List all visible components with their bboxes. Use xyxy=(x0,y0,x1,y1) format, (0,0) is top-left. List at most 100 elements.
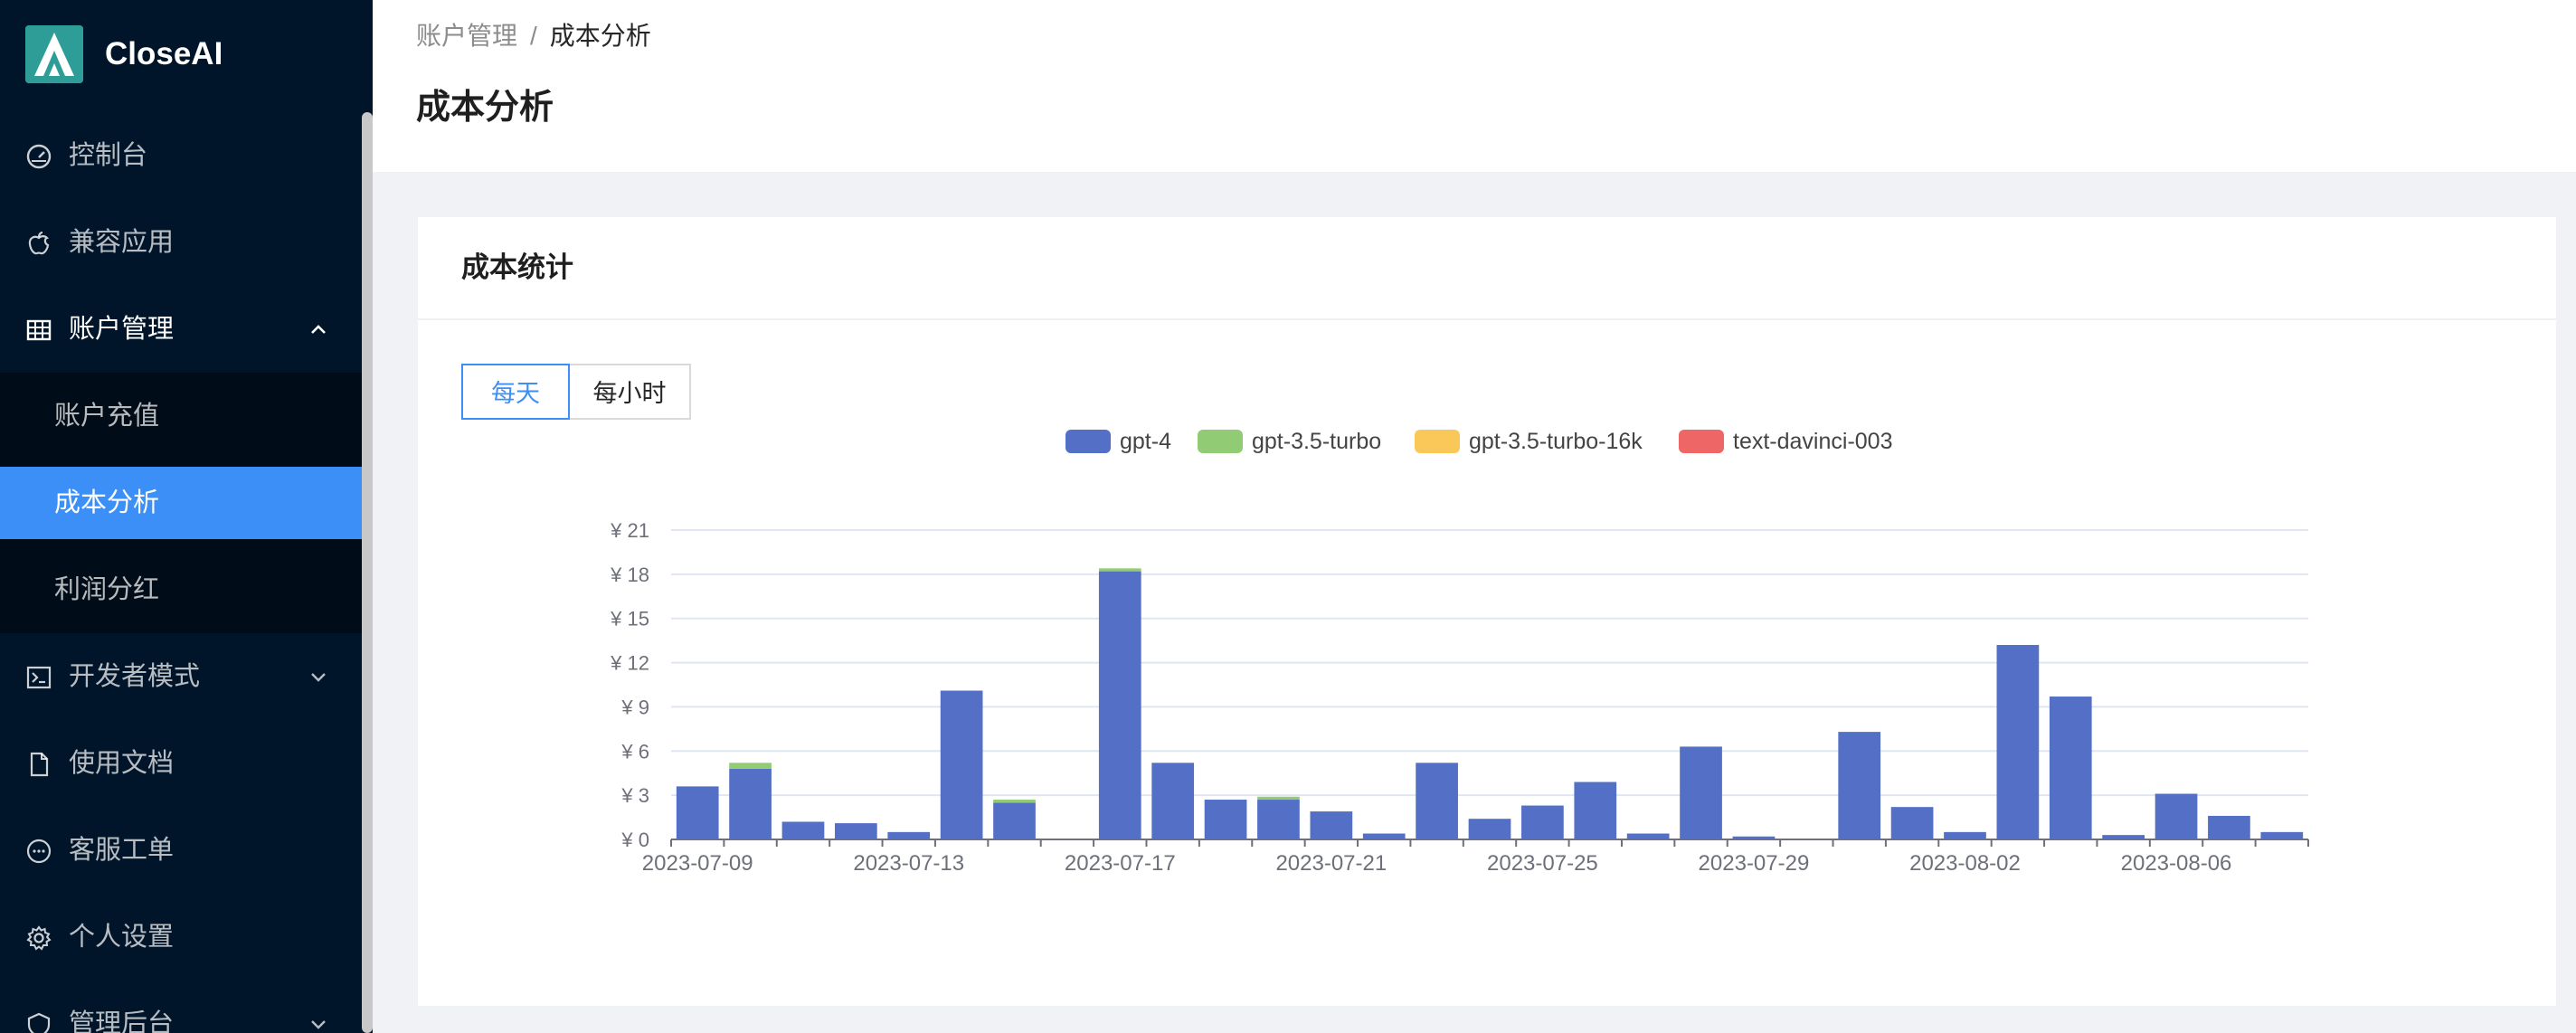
bar-gpt-4 xyxy=(1204,800,1247,839)
sidebar-item-label: 客服工单 xyxy=(69,836,175,865)
sidebar-item-compatible-apps[interactable]: 兼容应用 xyxy=(0,199,362,286)
breadcrumb-separator: / xyxy=(530,22,537,50)
sidebar-subitem-profit-sharing[interactable]: 利润分红 xyxy=(0,554,362,626)
x-tick-label: 2023-07-29 xyxy=(1699,851,1810,876)
gear-icon xyxy=(26,925,52,951)
bar-gpt-4 xyxy=(2260,831,2304,839)
sidebar-item-label: 控制台 xyxy=(69,141,148,170)
y-tick-label: ¥ 15 xyxy=(610,608,649,630)
legend-swatch xyxy=(1198,430,1243,453)
cost-stats-card: 成本统计 每天 每小时 gpt-4 gpt-3.5-turbo gpt-3.5-… xyxy=(418,217,2556,1006)
bar-gpt-4 xyxy=(729,768,772,839)
bar-gpt-4 xyxy=(676,786,719,839)
bar-gpt-4 xyxy=(835,823,877,839)
breadcrumb-item[interactable]: 账户管理 xyxy=(416,22,518,50)
sidebar-subitem-cost-analysis[interactable]: 成本分析 xyxy=(0,467,362,539)
legend-swatch xyxy=(1415,430,1460,453)
sidebar: CloseAI 控制台 兼容应用 账户管理 账户充值 xyxy=(0,0,373,1033)
sidebar-item-label: 个人设置 xyxy=(69,923,175,952)
x-tick-label: 2023-07-25 xyxy=(1487,851,1598,876)
terminal-icon xyxy=(26,666,52,689)
x-tick-label: 2023-08-06 xyxy=(2121,851,2232,876)
bar-gpt-4 xyxy=(1257,800,1300,839)
card-header: 成本统计 xyxy=(418,217,2556,320)
y-tick-label: ¥ 12 xyxy=(610,652,649,675)
segment-daily[interactable]: 每天 xyxy=(461,364,570,420)
admin-icon xyxy=(27,1012,51,1033)
sidebar-item-support-tickets[interactable]: 客服工单 xyxy=(0,807,362,894)
sidebar-subitem-recharge[interactable]: 账户充值 xyxy=(0,380,362,452)
apple-icon xyxy=(28,231,50,255)
bar-gpt-4 xyxy=(1626,833,1670,839)
sidebar-item-label: 成本分析 xyxy=(54,488,160,517)
sidebar-item-developer-mode[interactable]: 开发者模式 xyxy=(0,633,362,720)
bar-gpt-4 xyxy=(1521,805,1564,839)
x-tick-label: 2023-08-02 xyxy=(1909,851,2021,876)
x-tick-label: 2023-07-21 xyxy=(1275,851,1387,876)
x-tick-label: 2023-07-17 xyxy=(1065,851,1176,876)
sidebar-item-label: 管理后台 xyxy=(69,1009,175,1033)
breadcrumb-current: 成本分析 xyxy=(549,22,651,50)
sidebar-item-label: 兼容应用 xyxy=(69,228,175,257)
sidebar-scrollbar[interactable] xyxy=(362,112,373,1033)
bar-gpt-4 xyxy=(940,690,983,839)
sidebar-item-docs[interactable]: 使用文档 xyxy=(0,720,362,807)
app-name: CloseAI xyxy=(105,36,223,71)
y-tick-label: ¥ 0 xyxy=(620,829,649,851)
card-title: 成本统计 xyxy=(461,251,573,283)
dashboard-icon xyxy=(26,144,52,169)
bar-gpt-4 xyxy=(1416,763,1458,839)
bar-gpt-4 xyxy=(1838,732,1881,839)
y-tick-label: ¥ 3 xyxy=(620,784,649,807)
bar-gpt-4 xyxy=(993,802,1036,839)
bar-gpt-4 xyxy=(1468,819,1511,839)
x-tick-label: 2023-07-09 xyxy=(642,851,753,876)
legend-label: gpt-3.5-turbo xyxy=(1252,429,1382,454)
bar-gpt-3.5-turbo xyxy=(993,800,1036,803)
legend-label: gpt-3.5-turbo-16k xyxy=(1469,429,1643,454)
sidebar-item-label: 利润分红 xyxy=(54,575,160,604)
bar-gpt-4 xyxy=(1098,571,1141,839)
bar-gpt-3.5-turbo xyxy=(1098,568,1141,572)
chevron-down-icon xyxy=(311,673,326,682)
logo-icon xyxy=(25,25,83,83)
bar-gpt-4 xyxy=(2049,697,2092,839)
chart-legend: gpt-4 gpt-3.5-turbo gpt-3.5-turbo-16k te… xyxy=(418,422,2556,458)
x-tick-label: 2023-07-13 xyxy=(853,851,964,876)
chevron-down-icon xyxy=(311,1020,326,1029)
bar-gpt-4 xyxy=(1944,831,1986,839)
sidebar-item-label: 开发者模式 xyxy=(69,662,201,691)
breadcrumb: 账户管理 / 成本分析 xyxy=(416,18,651,54)
y-tick-label: ¥ 9 xyxy=(620,696,649,718)
sidebar-item-label: 账户管理 xyxy=(69,315,175,344)
bar-gpt-4 xyxy=(1362,833,1406,839)
sidebar-item-admin[interactable]: 管理后台 xyxy=(0,981,362,1033)
sidebar-item-dashboard[interactable]: 控制台 xyxy=(0,112,362,199)
table-icon xyxy=(26,319,52,341)
bar-gpt-3.5-turbo xyxy=(1257,796,1300,801)
segment-hourly[interactable]: 每小时 xyxy=(568,364,691,420)
y-tick-label: ¥ 6 xyxy=(620,740,649,763)
bar-gpt-4 xyxy=(1890,807,1934,839)
file-icon xyxy=(30,752,49,777)
message-icon xyxy=(26,839,52,864)
sidebar-item-label: 使用文档 xyxy=(69,749,175,778)
bar-gpt-4 xyxy=(781,821,825,839)
bar-gpt-4 xyxy=(1310,811,1353,839)
bar-gpt-4 xyxy=(1732,836,1776,839)
bar-gpt-4 xyxy=(1996,645,2040,839)
bar-gpt-4 xyxy=(2102,835,2145,839)
sidebar-item-personal-settings[interactable]: 个人设置 xyxy=(0,894,362,981)
legend-swatch xyxy=(1679,430,1724,453)
bar-gpt-4 xyxy=(887,831,931,839)
legend-label: gpt-4 xyxy=(1120,429,1171,454)
bar-gpt-4 xyxy=(1574,782,1617,839)
page-header: 账户管理 / 成本分析 成本分析 xyxy=(373,0,2576,172)
legend-label: text-davinci-003 xyxy=(1733,429,1893,454)
sidebar-item-label: 账户充值 xyxy=(54,402,160,431)
bar-gpt-4 xyxy=(1680,746,1722,839)
bar-gpt-3.5-turbo xyxy=(729,763,772,769)
sidebar-item-account-management[interactable]: 账户管理 xyxy=(0,286,362,373)
logo-row[interactable]: CloseAI xyxy=(0,0,373,109)
legend-swatch xyxy=(1065,430,1111,453)
